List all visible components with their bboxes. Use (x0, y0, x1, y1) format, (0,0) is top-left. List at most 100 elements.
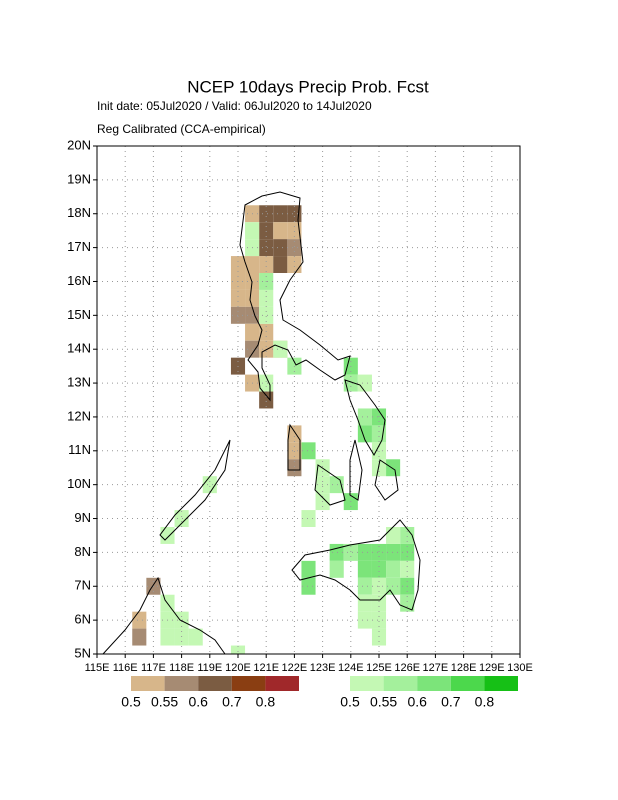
legend-label: 0.8 (475, 694, 495, 710)
x-tick-label: 127E (423, 662, 449, 674)
y-tick-label: 7N (74, 578, 91, 593)
prob-cell (245, 222, 260, 240)
y-tick-label: 18N (67, 205, 91, 220)
x-tick-label: 117E (141, 662, 166, 674)
x-tick-label: 120E (225, 662, 251, 674)
coast (159, 439, 231, 541)
y-tick-label: 15N (67, 307, 91, 322)
y-tick-label: 8N (74, 544, 91, 559)
cells (132, 205, 415, 654)
coast (239, 191, 351, 402)
prob-cell (273, 222, 288, 240)
coast (314, 464, 346, 506)
legend-label: 0.55 (370, 694, 397, 710)
subtitle: Reg Calibrated (CCA-empirical) (97, 122, 266, 136)
prob-cell (357, 408, 372, 426)
legend-swatch (450, 676, 485, 691)
x-tick-label: 116E (113, 662, 138, 674)
y-tick-label: 9N (74, 510, 91, 525)
prob-cell (174, 611, 189, 629)
x-tick-label: 125E (366, 662, 392, 674)
prob-cell (329, 543, 344, 561)
legend-label: 0.7 (222, 694, 242, 710)
legend-label: 0.6 (188, 694, 208, 710)
y-tick-label: 12N (67, 408, 91, 423)
legend-swatch (164, 676, 199, 691)
prob-cell (287, 256, 302, 273)
prob-cell (357, 374, 372, 392)
prob-cell (273, 239, 288, 257)
coast (102, 576, 226, 655)
prob-cell (287, 239, 302, 257)
x-tick-label: 130E (507, 662, 533, 674)
coast (349, 439, 363, 501)
x-tick-label: 123E (310, 662, 336, 674)
prob-cell (287, 425, 302, 443)
legend-swatch (383, 676, 418, 691)
x-tick-label: 129E (479, 662, 505, 674)
prob-cell (371, 459, 387, 477)
legend-label: 0.55 (151, 694, 178, 710)
legend-swatch (131, 676, 165, 691)
prob-cell (343, 543, 358, 561)
legend-swatch (350, 676, 384, 691)
coast (374, 459, 399, 501)
legend-swatch (484, 676, 518, 691)
coast (287, 423, 301, 471)
legend-label: 0.7 (441, 694, 461, 710)
prob-cell (301, 577, 316, 595)
prob-cell (357, 543, 372, 561)
prob-cell (386, 543, 401, 561)
prob-cell (245, 323, 260, 341)
legend-swatch (198, 676, 232, 691)
prob-cell (160, 628, 175, 646)
legend: 0.5 0.55 0.6 0.7 0.8 0.5 0.55 0.6 0.7 0.8 (121, 676, 518, 710)
prob-cell (329, 560, 344, 578)
y-tick-label: 16N (67, 273, 91, 288)
prob-cell (357, 594, 372, 612)
prob-cell (132, 611, 147, 629)
y-tick-label: 6N (74, 612, 91, 627)
y-tick-label: 17N (67, 239, 91, 254)
prob-cell (230, 256, 246, 273)
title: NCEP 10days Precip Prob. Fcst (187, 77, 429, 96)
prob-cell (245, 289, 260, 307)
prob-cell (174, 628, 189, 646)
prob-cell (357, 560, 372, 578)
prob-cell (259, 256, 274, 273)
legend-label: 0.5 (340, 694, 360, 710)
prob-cell (287, 459, 302, 477)
prob-cell (259, 205, 274, 223)
x-tick-label: 126E (394, 662, 420, 674)
x-tick-label: 128E (451, 662, 477, 674)
coast (291, 519, 421, 611)
prob-cell (287, 442, 302, 460)
y-tick-label: 10N (67, 476, 91, 491)
x-tick-label: 124E (338, 662, 364, 674)
prob-cell (301, 510, 316, 527)
prob-cell (371, 594, 387, 612)
prob-cell (174, 510, 189, 527)
prob-cell (371, 442, 387, 460)
x-tick-label: 121E (253, 662, 279, 674)
x-tick-label: 118E (169, 662, 194, 674)
prob-cell (230, 289, 246, 307)
prob-cell (259, 289, 274, 307)
prob-cell (245, 256, 260, 273)
prob-cell (386, 459, 401, 477)
prob-cell (132, 628, 147, 646)
prob-cell (301, 560, 316, 578)
prob-cell (386, 527, 401, 544)
prob-cell (259, 306, 274, 324)
prob-cell (273, 256, 288, 273)
coastline (102, 191, 421, 655)
prob-cell (371, 543, 387, 561)
prob-cell (400, 594, 415, 612)
frame (96, 145, 521, 655)
y-tick-label: 11N (68, 442, 91, 457)
prob-cell (273, 205, 288, 223)
prob-cell (259, 323, 274, 341)
legend-label: 0.8 (256, 694, 276, 710)
y-tick-label: 20N (67, 137, 91, 152)
